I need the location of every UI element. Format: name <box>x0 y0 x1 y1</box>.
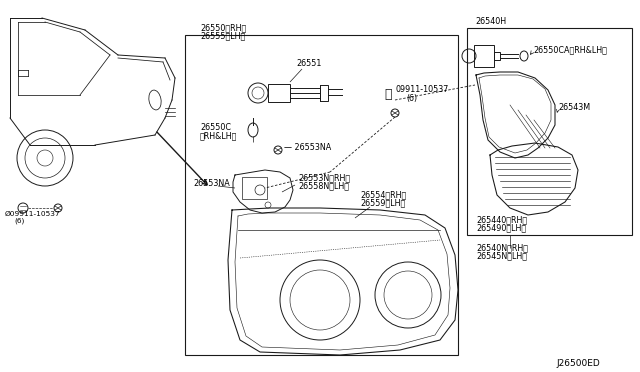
Text: 26540N〈RH〉: 26540N〈RH〉 <box>476 244 528 253</box>
Bar <box>242 177 267 199</box>
Text: Ⓝ: Ⓝ <box>384 89 392 102</box>
Text: 09911-10537: 09911-10537 <box>396 86 449 94</box>
Text: 26550〈RH〉: 26550〈RH〉 <box>200 23 246 32</box>
Text: 26558N〈LH〉: 26558N〈LH〉 <box>298 182 349 190</box>
Text: 26554〈RH〉: 26554〈RH〉 <box>360 190 406 199</box>
Text: (6): (6) <box>14 218 24 224</box>
Text: 26550C: 26550C <box>200 124 231 132</box>
Text: 〈RH&LH〉: 〈RH&LH〉 <box>200 131 237 141</box>
Text: 26551: 26551 <box>296 58 321 67</box>
Text: (6): (6) <box>406 93 417 103</box>
Text: 265440〈RH〉: 265440〈RH〉 <box>476 215 527 224</box>
Text: 265490〈LH〉: 265490〈LH〉 <box>476 224 526 232</box>
Text: 26553N〈RH〉: 26553N〈RH〉 <box>298 173 350 183</box>
Text: J26500ED: J26500ED <box>556 359 600 369</box>
Bar <box>474 45 494 67</box>
Text: 26543M: 26543M <box>558 103 590 112</box>
Bar <box>185 35 458 355</box>
Bar <box>467 28 632 235</box>
Text: 26553NA: 26553NA <box>193 179 230 187</box>
Text: 26545N〈LH〉: 26545N〈LH〉 <box>476 251 527 260</box>
Bar <box>320 85 328 101</box>
Text: 26559〈LH〉: 26559〈LH〉 <box>360 199 405 208</box>
Text: 26555〈LH〉: 26555〈LH〉 <box>200 32 245 41</box>
Text: — 26553NA: — 26553NA <box>284 144 332 153</box>
Text: 26550CA〈RH&LH〉: 26550CA〈RH&LH〉 <box>533 45 607 55</box>
Text: 26540H: 26540H <box>475 17 506 26</box>
Bar <box>494 52 500 60</box>
Bar <box>268 84 290 102</box>
Text: Ø09911-10537: Ø09911-10537 <box>5 211 61 217</box>
